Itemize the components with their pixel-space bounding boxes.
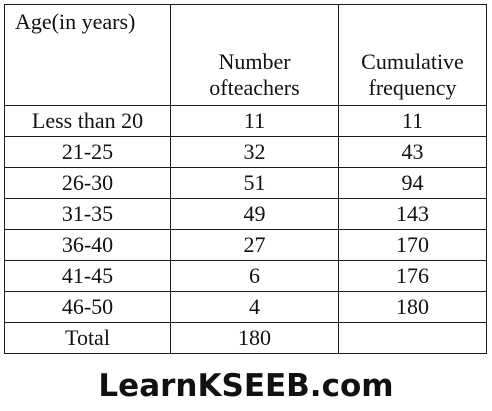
teachers-age-table: Age(in years) Number ofteachers Cumulati… <box>4 4 487 354</box>
age-cell: 36-40 <box>4 229 171 261</box>
teachers-cell: 11 <box>170 105 339 137</box>
table-row: 46-50 4 180 <box>4 291 487 323</box>
table-row: Less than 20 11 11 <box>4 105 487 137</box>
cumulative-cell: 176 <box>338 260 487 292</box>
cumulative-cell: 170 <box>338 229 487 261</box>
teachers-cell: 51 <box>170 167 339 199</box>
age-cell: 46-50 <box>4 291 171 323</box>
total-teachers-cell: 180 <box>170 322 339 354</box>
table-row: 41-45 6 176 <box>4 260 487 292</box>
table-row: 26-30 51 94 <box>4 167 487 199</box>
header-number-of-teachers: Number ofteachers <box>170 4 339 106</box>
cumulative-cell: 94 <box>338 167 487 199</box>
table-header-row: Age(in years) Number ofteachers Cumulati… <box>4 4 487 106</box>
header-cumulative-frequency: Cumulative frequency <box>338 4 487 106</box>
teachers-cell: 4 <box>170 291 339 323</box>
header-cumulative-line1: Cumulative <box>361 49 464 74</box>
header-teachers-line2: ofteachers <box>209 75 300 100</box>
age-cell: 26-30 <box>4 167 171 199</box>
total-cumulative-cell <box>338 322 487 354</box>
teachers-cell: 27 <box>170 229 339 261</box>
header-teachers-line1: Number <box>218 49 291 74</box>
cumulative-cell: 43 <box>338 136 487 168</box>
table-row: 36-40 27 170 <box>4 229 487 261</box>
table-row: 21-25 32 43 <box>4 136 487 168</box>
teachers-age-table-container: Age(in years) Number ofteachers Cumulati… <box>4 4 487 354</box>
teachers-cell: 6 <box>170 260 339 292</box>
table-row: 31-35 49 143 <box>4 198 487 230</box>
cumulative-cell: 11 <box>338 105 487 137</box>
teachers-cell: 32 <box>170 136 339 168</box>
table-total-row: Total 180 <box>4 322 487 354</box>
age-cell: 41-45 <box>4 260 171 292</box>
site-watermark: LearnKSEEB.com <box>98 368 394 404</box>
age-cell: Less than 20 <box>4 105 171 137</box>
header-age: Age(in years) <box>4 4 171 106</box>
cumulative-cell: 180 <box>338 291 487 323</box>
total-label-cell: Total <box>4 322 171 354</box>
cumulative-cell: 143 <box>338 198 487 230</box>
teachers-cell: 49 <box>170 198 339 230</box>
age-cell: 31-35 <box>4 198 171 230</box>
header-cumulative-line2: frequency <box>368 75 457 100</box>
header-age-label: Age(in years) <box>15 9 136 34</box>
age-cell: 21-25 <box>4 136 171 168</box>
